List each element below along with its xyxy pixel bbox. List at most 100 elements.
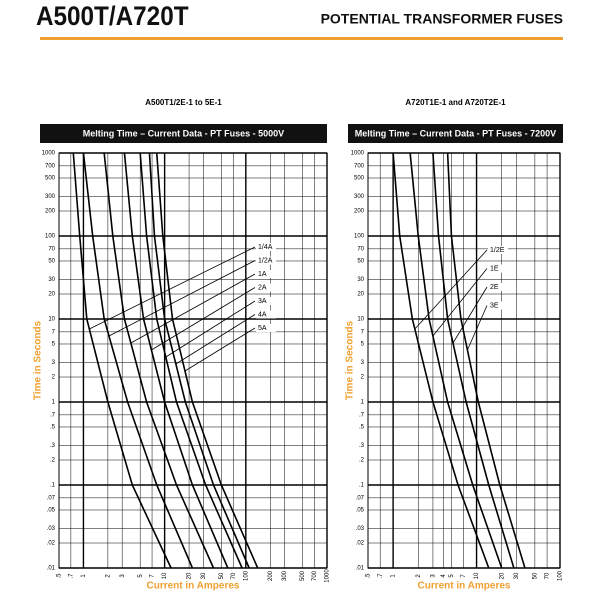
x-tick-label: 20: [187, 572, 193, 579]
x-tick-label: .5: [57, 573, 63, 579]
y-tick-label: 10: [357, 317, 364, 323]
curve: [392, 152, 490, 569]
y-tick-label: .3: [50, 443, 56, 449]
curve: [148, 152, 250, 569]
plot-frame: [367, 152, 561, 569]
leader-line: [130, 273, 256, 344]
y-tick-label: 100: [45, 234, 56, 240]
legend-label: 1E: [490, 265, 499, 272]
x-tick-label: 4: [441, 574, 447, 578]
leader-line: [184, 327, 256, 372]
y-tick-label: 300: [45, 194, 56, 200]
y-tick-label: .2: [359, 458, 365, 464]
x-tick-label: 70: [231, 572, 237, 579]
y-tick-label: .07: [356, 495, 365, 501]
x-tick-label: 100: [243, 570, 249, 581]
curve: [82, 152, 194, 569]
x-tick-label: 5: [138, 574, 144, 578]
x-tick-label: .5: [366, 573, 372, 579]
x-tick-label: 50: [219, 572, 225, 579]
y-axis-label: Time in Seconds: [33, 320, 44, 400]
y-tick-label: 20: [357, 292, 364, 298]
x-axis-label: Current in Amperes: [418, 581, 511, 592]
y-tick-label: .2: [50, 458, 56, 464]
y-tick-label: .02: [356, 541, 365, 547]
x-tick-label: 2: [416, 574, 422, 578]
header-rule: [40, 37, 563, 40]
leader-line: [467, 305, 488, 351]
title-bar: [348, 124, 563, 143]
y-tick-label: 5: [361, 342, 365, 348]
legend-label: 1/4A: [258, 244, 273, 251]
y-tick-label: .02: [47, 541, 56, 547]
legend-bg: [488, 301, 508, 310]
x-tick-label: 30: [201, 572, 207, 579]
y-tick-label: 3: [361, 360, 365, 366]
page-subtitle: POTENTIAL TRANSFORMER FUSES: [321, 11, 563, 27]
x-tick-label: 7: [461, 574, 467, 578]
y-tick-label: .7: [359, 412, 365, 418]
legend-label: 1/2A: [258, 257, 273, 264]
y-tick-label: 30: [48, 277, 55, 283]
x-tick-label: 1: [391, 574, 397, 578]
x-tick-label: 50: [532, 572, 538, 579]
legend-bg: [256, 310, 276, 319]
y-tick-label: 70: [357, 246, 364, 252]
x-tick-label: 200: [268, 570, 274, 581]
x-tick-label: 7: [150, 574, 156, 578]
y-tick-label: 700: [45, 163, 56, 169]
y-tick-label: 20: [48, 292, 55, 298]
x-tick-label: 500: [300, 570, 306, 581]
y-tick-label: 1: [361, 400, 365, 406]
x-tick-label: 2: [105, 574, 111, 578]
curve: [446, 152, 526, 569]
y-tick-label: 30: [357, 277, 364, 283]
y-tick-label: 200: [354, 209, 365, 215]
x-tick-label: 20: [499, 572, 505, 579]
curve: [432, 152, 515, 569]
x-tick-label: 3: [120, 574, 126, 578]
leader-line: [108, 260, 256, 337]
curve: [409, 152, 503, 569]
x-tick-label: 300: [282, 570, 288, 581]
leader-line: [175, 314, 256, 365]
page-title: A500T/A720T: [36, 2, 189, 31]
leader-line: [89, 246, 256, 330]
legend-label: 2E: [490, 284, 499, 291]
x-tick-label: .7: [378, 573, 384, 579]
curve: [155, 152, 259, 569]
y-tick-label: .1: [359, 483, 365, 489]
x-tick-label: 30: [514, 572, 520, 579]
curve: [139, 152, 243, 569]
legend-bg: [488, 264, 508, 273]
x-tick-label: 10: [162, 572, 168, 579]
legend-bg: [256, 256, 276, 265]
y-tick-label: 70: [48, 246, 55, 252]
legend-bg: [256, 324, 276, 332]
x-tick-label: 100: [558, 570, 564, 581]
leader-line: [432, 268, 488, 337]
y-tick-label: 700: [354, 163, 365, 169]
curve: [72, 152, 172, 569]
y-tick-label: .7: [50, 412, 56, 418]
legend-label: 1A: [258, 271, 267, 278]
curve: [123, 152, 229, 569]
legend-bg: [488, 246, 508, 254]
legend-label: 4A: [258, 311, 267, 318]
legend-label: 3E: [490, 302, 499, 309]
y-tick-label: .03: [356, 526, 365, 532]
y-tick-label: 7: [52, 329, 56, 335]
plot-frame: [58, 152, 328, 569]
y-tick-label: 1: [52, 400, 56, 406]
x-tick-label: .7: [68, 573, 74, 579]
y-tick-label: 100: [354, 234, 365, 240]
x-tick-label: 700: [312, 570, 318, 581]
chart-subtitle: A720T1E-1 and A720T2E-1: [405, 98, 506, 107]
y-tick-label: .5: [359, 425, 365, 431]
y-tick-label: 50: [357, 259, 364, 265]
leader-line: [151, 287, 256, 351]
x-axis-label: Current in Amperes: [147, 581, 240, 592]
y-tick-label: 5: [52, 342, 56, 348]
x-tick-label: 10: [474, 572, 480, 579]
x-tick-label: 1000: [325, 569, 331, 583]
